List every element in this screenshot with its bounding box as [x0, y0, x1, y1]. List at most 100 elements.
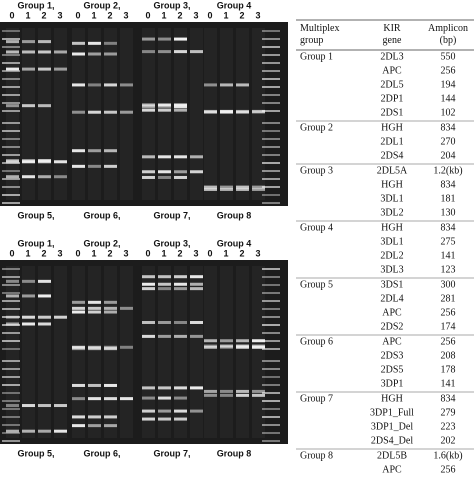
dna-band: [190, 334, 203, 338]
dna-band: [252, 187, 265, 191]
ladder-band: [2, 392, 20, 394]
ladder-band: [262, 154, 280, 156]
amplicon: 208: [441, 350, 456, 361]
lane-label: 3: [57, 10, 62, 20]
dna-band: [236, 83, 249, 87]
lane-smear: [174, 28, 187, 200]
dna-band: [204, 187, 217, 191]
lane-smear: [252, 28, 265, 200]
ladder-band: [2, 348, 20, 350]
ladder-band: [2, 62, 20, 64]
ladder-band: [2, 332, 20, 334]
dna-band: [174, 37, 187, 41]
dna-band: [158, 320, 171, 324]
ladder-band: [262, 162, 280, 164]
dna-band: [174, 417, 187, 421]
dna-band: [104, 424, 117, 428]
dna-band: [158, 103, 171, 107]
dna-band: [120, 83, 133, 87]
dna-band: [158, 386, 171, 390]
ladder-band: [262, 400, 280, 402]
dna-band: [236, 339, 249, 343]
group-name: Group 7: [300, 393, 333, 404]
gel-group-label: Group 5,: [17, 448, 54, 458]
dna-band: [142, 417, 155, 421]
ladder-band: [262, 178, 280, 180]
ladder-band: [262, 110, 280, 112]
kir-gene: 2DL5A: [377, 165, 408, 176]
ladder-band: [2, 154, 20, 156]
ladder-band: [262, 94, 280, 96]
dna-band: [88, 415, 101, 419]
gel-group-label: Group 2,: [83, 238, 120, 248]
ladder-band: [262, 440, 280, 442]
lane-label: 0: [145, 10, 150, 20]
amplicon: 194: [441, 79, 456, 90]
amplicon: 174: [441, 321, 456, 332]
kir-gene: 2DS4: [381, 150, 404, 161]
kir-gene: 2DL2: [380, 250, 403, 261]
amplicon: 181: [441, 193, 456, 204]
dna-band: [204, 110, 217, 114]
ladder-band: [2, 284, 20, 286]
dna-band: [236, 185, 249, 189]
lane-smear: [190, 266, 203, 438]
lane-smear: [252, 266, 265, 438]
kir-gene: HGH: [381, 179, 403, 190]
dna-band: [22, 50, 35, 54]
amplicon: 834: [441, 179, 456, 190]
ladder-band: [262, 186, 280, 188]
ladder-band: [262, 70, 280, 72]
lane-label: 1: [91, 10, 96, 20]
dna-band: [174, 334, 187, 338]
lane-smear: [54, 266, 67, 438]
dna-band: [72, 149, 85, 153]
amplicon: 102: [441, 107, 456, 118]
kir-gene: 3DL1: [380, 236, 403, 247]
lane-smear: [236, 266, 249, 438]
lane-smear: [22, 266, 35, 438]
amplicon: 550: [441, 51, 456, 62]
ladder-band: [2, 368, 20, 370]
lane-smear: [204, 28, 217, 200]
lane-smear: [220, 28, 233, 200]
ladder-band: [262, 300, 280, 302]
ladder-band: [2, 440, 20, 442]
lane-label: 2: [41, 248, 46, 258]
dna-band: [158, 105, 171, 109]
dna-band: [158, 282, 171, 286]
amplicon: 256: [441, 336, 456, 347]
dna-band: [38, 294, 51, 298]
ladder-band: [262, 340, 280, 342]
dna-band: [142, 170, 155, 174]
dna-band: [204, 83, 217, 87]
ladder-band: [2, 186, 20, 188]
dna-band: [38, 40, 51, 44]
dna-band: [220, 344, 233, 348]
dna-band: [38, 67, 51, 71]
amplicon: 144: [441, 93, 456, 104]
lane-smear: [72, 28, 85, 200]
amplicon: 281: [441, 293, 456, 304]
lane-smear: [204, 266, 217, 438]
dna-band: [6, 315, 19, 319]
dna-band: [220, 187, 233, 191]
amplicon: 1.2(kb): [433, 165, 462, 176]
gel-group-label: Group 6,: [83, 210, 120, 220]
dna-band: [88, 347, 101, 351]
lane-label: 2: [239, 10, 244, 20]
dna-band: [72, 397, 85, 401]
dna-band: [252, 110, 265, 114]
dna-band: [158, 275, 171, 279]
ladder-band: [262, 376, 280, 378]
dna-band: [72, 310, 85, 314]
dna-band: [22, 404, 35, 408]
ladder-band: [2, 30, 20, 32]
dna-band: [22, 429, 35, 433]
lane-label: 3: [123, 248, 128, 258]
gel-group-label: Group 1,: [17, 0, 54, 10]
lane-smear: [104, 28, 117, 200]
dna-band: [88, 149, 101, 153]
ladder-band: [2, 202, 20, 204]
dna-band: [6, 279, 19, 283]
